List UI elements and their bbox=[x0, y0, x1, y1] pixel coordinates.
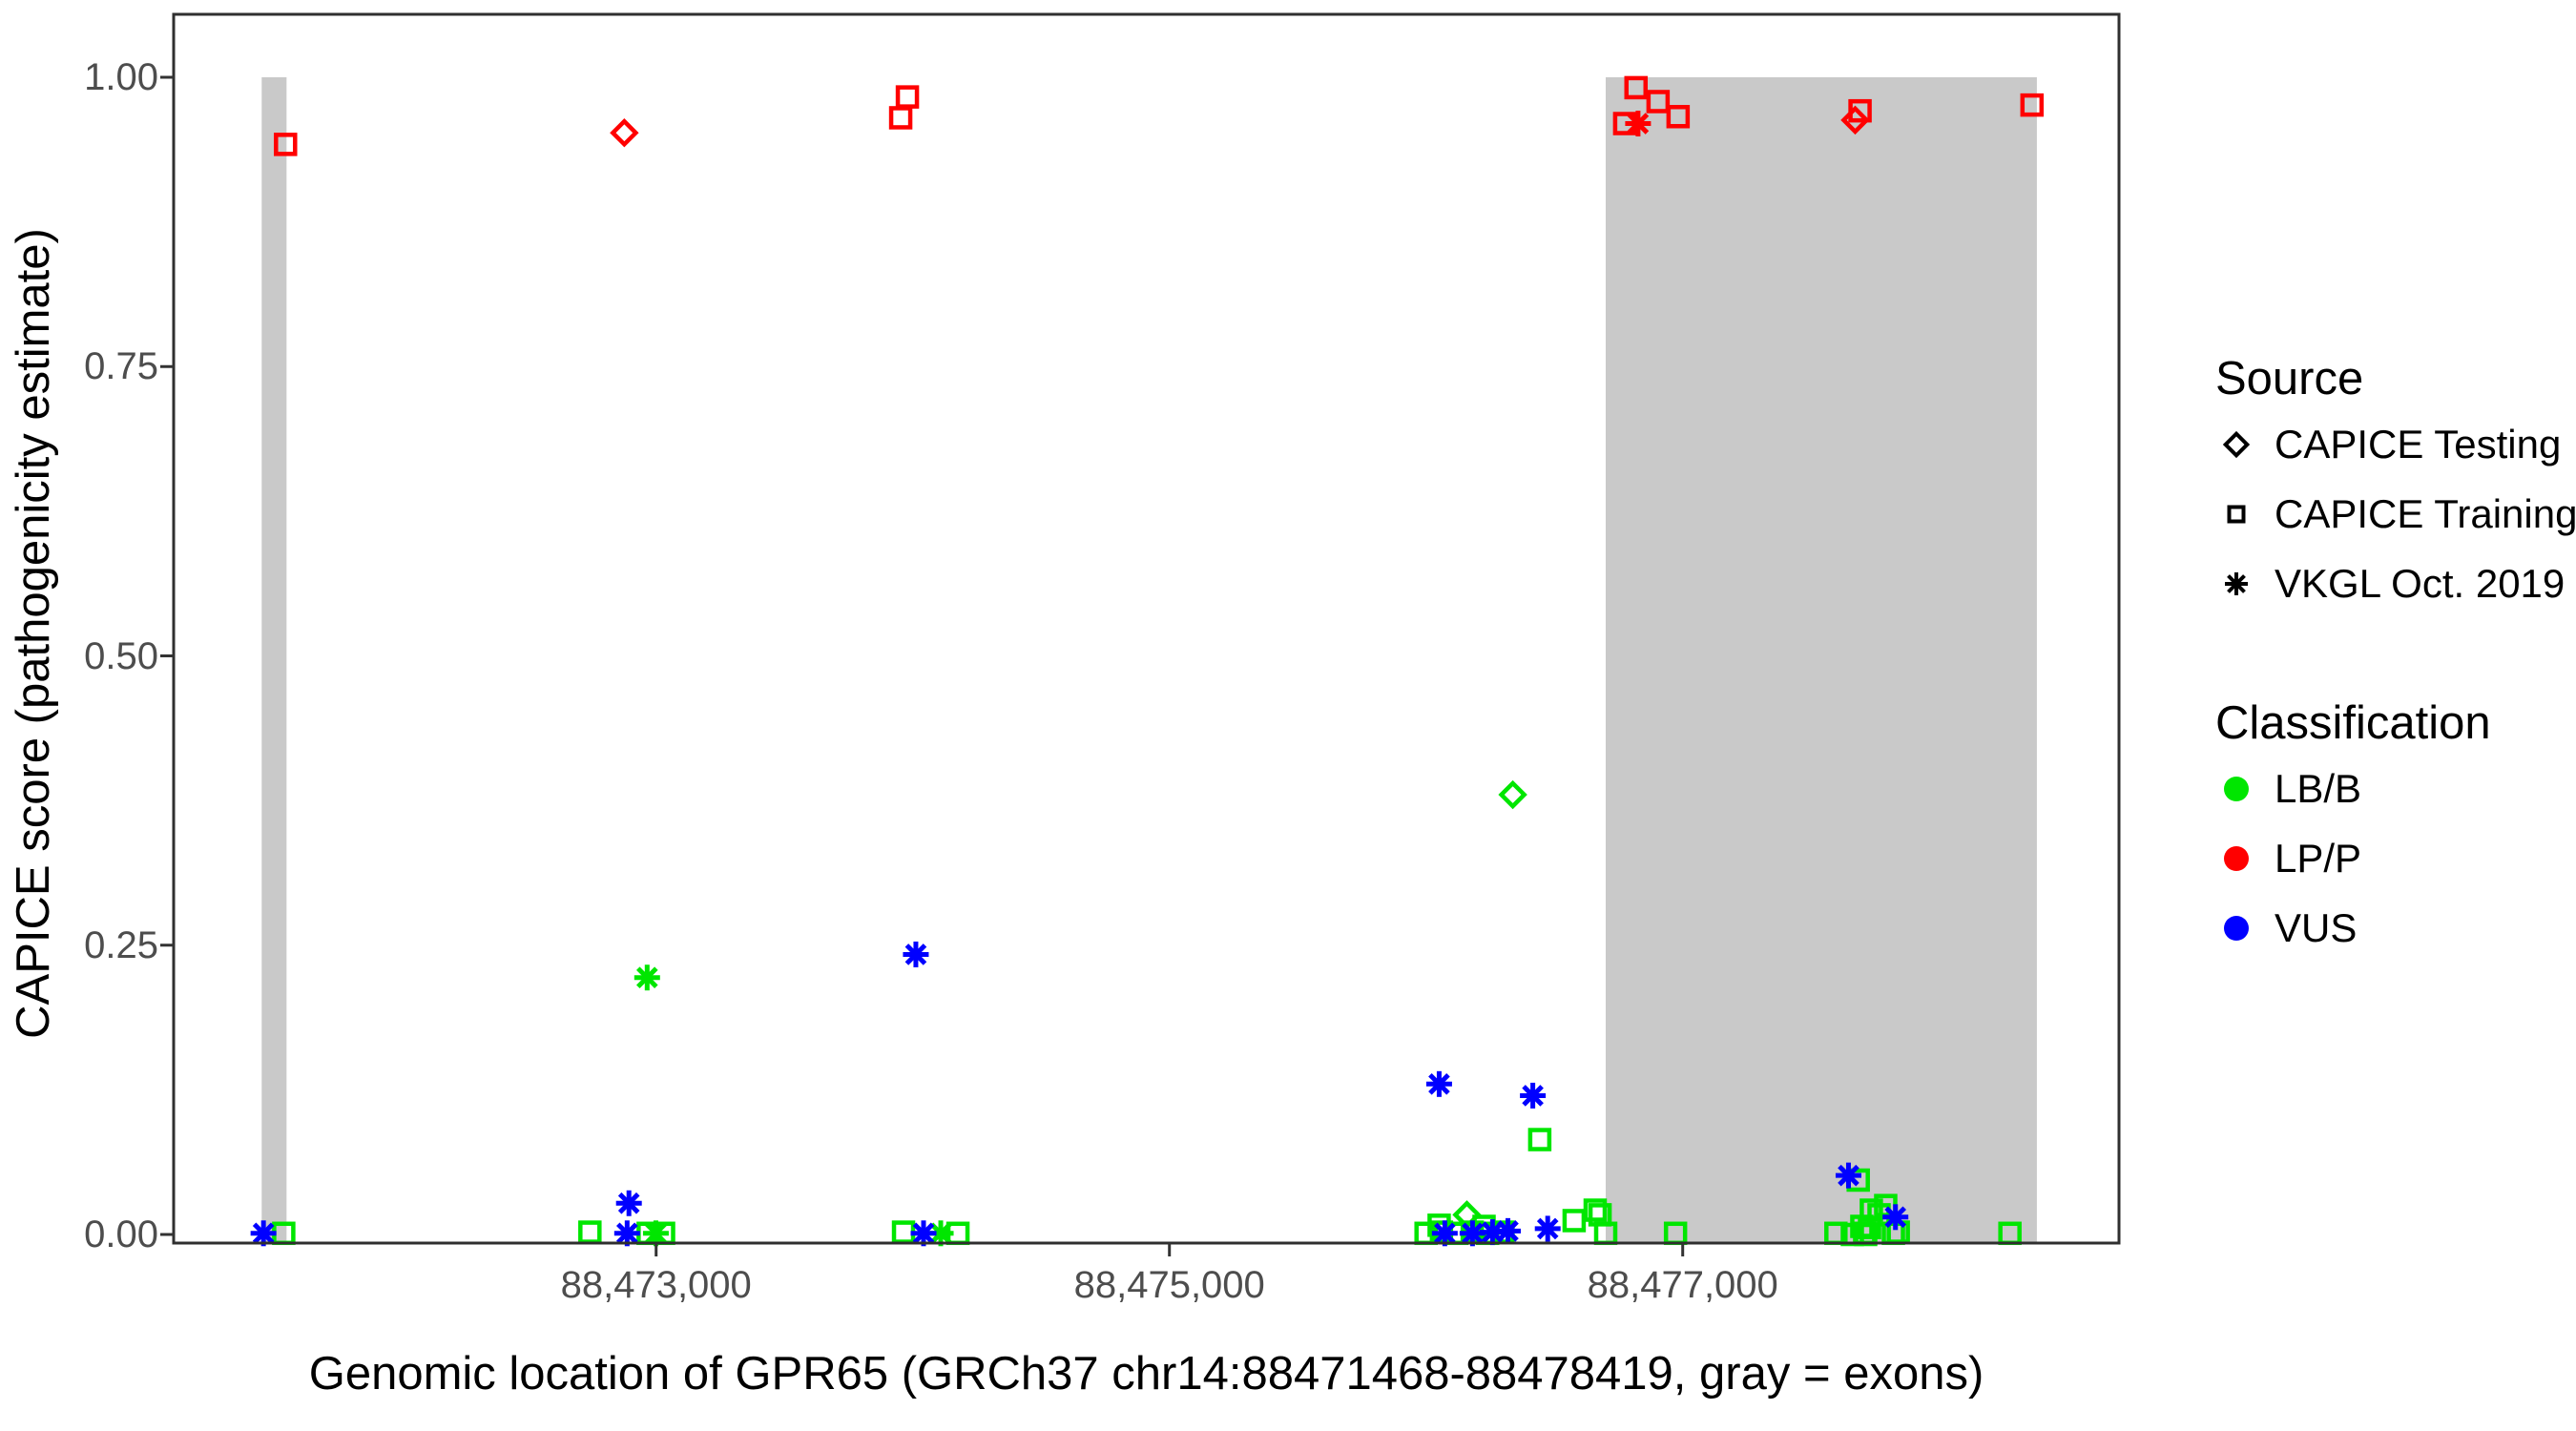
data-point-asterisk bbox=[1462, 1222, 1484, 1245]
legend-source-item-label: CAPICE Testing bbox=[2275, 421, 2562, 467]
data-point-square bbox=[1562, 1209, 1587, 1233]
legend-classification-item-label: LB/B bbox=[2275, 765, 2362, 811]
legend-source-title: Source bbox=[2215, 353, 2364, 404]
legend-source-item: CAPICE Testing bbox=[2215, 409, 2576, 479]
x-tick-label: 88,473,000 bbox=[560, 1264, 752, 1306]
legend-source-item-label: CAPICE Training bbox=[2275, 490, 2576, 536]
y-tick-label: 0.00 bbox=[84, 1213, 158, 1255]
legend-source-item: CAPICE Training bbox=[2215, 479, 2576, 549]
data-point-square bbox=[1624, 75, 1648, 100]
data-point-square bbox=[1527, 1128, 1552, 1151]
y-tick-label: 0.25 bbox=[84, 923, 158, 966]
dot-key-icon bbox=[2224, 845, 2249, 871]
data-point-square bbox=[888, 106, 913, 130]
data-point-asterisk bbox=[1536, 1217, 1559, 1240]
data-point-asterisk bbox=[635, 966, 658, 989]
data-point-asterisk bbox=[616, 1222, 638, 1245]
data-point-asterisk bbox=[904, 944, 927, 965]
legend-classification: Classification LB/B LP/P VUS bbox=[2215, 693, 2491, 963]
x-tick-label: 88,475,000 bbox=[1073, 1264, 1265, 1306]
data-point-asterisk bbox=[1522, 1085, 1544, 1107]
legend-source-item: VKGL Oct. 2019 bbox=[2215, 549, 2576, 618]
legend-source: Source CAPICE Testing CAPICE Training VKGL… bbox=[2215, 348, 2576, 618]
data-point-square bbox=[1666, 104, 1691, 129]
exon-rect bbox=[1606, 77, 2037, 1242]
y-axis-title: CAPICE score (pathogenicity estimate) bbox=[8, 228, 59, 1039]
data-point-diamond bbox=[1498, 779, 1527, 810]
data-point-diamond bbox=[1840, 105, 1870, 135]
legend-source-items: CAPICE Testing CAPICE Training VKGL Oct. 2… bbox=[2215, 409, 2576, 618]
data-point-asterisk bbox=[617, 1192, 640, 1214]
data-point-diamond bbox=[610, 118, 639, 148]
data-point-square bbox=[895, 85, 920, 109]
data-point-asterisk bbox=[252, 1222, 275, 1245]
square-key-icon bbox=[2227, 505, 2246, 523]
asterisk-key-icon bbox=[2225, 571, 2248, 595]
data-point-square bbox=[891, 1220, 916, 1244]
data-point-asterisk bbox=[1434, 1222, 1456, 1245]
dot-key-icon bbox=[2224, 915, 2249, 941]
legend-classification-item-label: VUS bbox=[2275, 904, 2358, 950]
data-point-square bbox=[1583, 1198, 1608, 1222]
data-point-asterisk bbox=[1428, 1072, 1450, 1095]
legend-classification-items: LB/B LP/P VUS bbox=[2215, 754, 2491, 963]
y-tick-label: 0.50 bbox=[84, 634, 158, 677]
x-tick-label: 88,477,000 bbox=[1587, 1264, 1778, 1306]
exon-rect bbox=[261, 77, 287, 1242]
data-point-asterisk bbox=[1482, 1221, 1504, 1243]
panel-border bbox=[172, 12, 2121, 1245]
legend-classification-item: LB/B bbox=[2215, 754, 2491, 823]
data-point-square bbox=[274, 133, 298, 156]
data-point-asterisk bbox=[1838, 1164, 1859, 1187]
legend-classification-item: VUS bbox=[2215, 893, 2491, 963]
legend-source-item-label: VKGL Oct. 2019 bbox=[2275, 560, 2566, 606]
dot-key-icon bbox=[2224, 776, 2249, 801]
diamond-key-icon bbox=[2222, 430, 2251, 458]
data-point-asterisk bbox=[1497, 1220, 1519, 1242]
legend-classification-title: Classification bbox=[2215, 697, 2491, 749]
legend-classification-item-label: LP/P bbox=[2275, 835, 2362, 881]
y-tick-label: 0.75 bbox=[84, 345, 158, 388]
y-tick-label: 1.00 bbox=[84, 56, 158, 98]
legend-classification-item: LP/P bbox=[2215, 823, 2491, 893]
x-axis-title: Genomic location of GPR65 (GRCh37 chr14:… bbox=[308, 1348, 1984, 1400]
data-point-asterisk bbox=[912, 1222, 935, 1245]
data-point-square bbox=[2020, 93, 2045, 117]
data-point-asterisk bbox=[1884, 1206, 1907, 1229]
data-point-square bbox=[578, 1220, 602, 1244]
data-point-square bbox=[1646, 90, 1671, 114]
data-point-asterisk bbox=[1627, 113, 1650, 135]
